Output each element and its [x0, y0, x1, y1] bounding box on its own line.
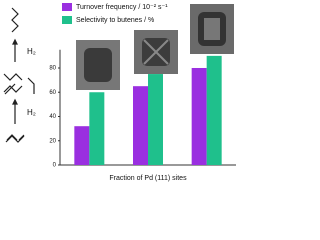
legend-label: Selectivity to butenes / % [76, 17, 154, 24]
y-tick-label: 80 [49, 66, 56, 72]
y-tick-label: 60 [49, 90, 56, 96]
legend-swatch [62, 3, 72, 11]
bar [206, 55, 222, 165]
bar [74, 126, 90, 165]
tem-images [76, 4, 234, 90]
molecules [3, 7, 35, 143]
legend-label: Turnover frequency / 10⁻² s⁻¹ [76, 4, 168, 11]
annotation: H₂ [27, 108, 36, 117]
legend-swatch [62, 16, 72, 24]
x-axis-label: Fraction of Pd (111) sites [109, 175, 187, 182]
bar [133, 86, 148, 165]
bar [191, 67, 207, 165]
bar [89, 92, 105, 165]
chart: H₂ H₂ 0 20 40 60 80 Turnover frequency / 10⁻²… [3, 3, 236, 182]
y-tick-label: 40 [49, 114, 56, 120]
annotation: H₂ [27, 47, 36, 56]
y-tick-label: 0 [53, 163, 57, 169]
bar [148, 74, 163, 165]
y-tick-label: 20 [49, 138, 56, 144]
